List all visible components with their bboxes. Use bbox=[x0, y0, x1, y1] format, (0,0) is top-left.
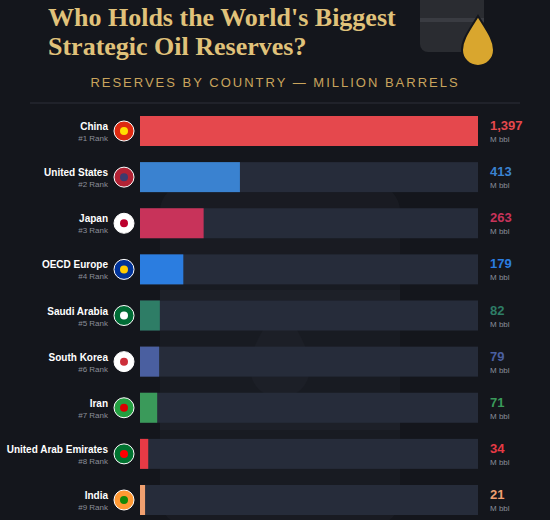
flag-circle bbox=[114, 213, 134, 233]
category-label: Iran bbox=[90, 398, 108, 409]
bar bbox=[140, 162, 240, 192]
rank-label: #9 Rank bbox=[78, 503, 109, 512]
flag-emblem bbox=[120, 265, 128, 273]
bar-track bbox=[140, 301, 478, 331]
category-label: China bbox=[80, 121, 108, 132]
flag bbox=[114, 352, 134, 372]
bar-track bbox=[140, 162, 478, 192]
flag bbox=[114, 490, 134, 510]
flag-circle bbox=[114, 398, 134, 418]
rank-label: #2 Rank bbox=[78, 180, 109, 189]
title-line: Who Holds the World's Biggest bbox=[48, 3, 396, 32]
title-line: Strategic Oil Reserves? bbox=[48, 32, 306, 61]
flag bbox=[114, 167, 134, 187]
bar-track bbox=[140, 254, 478, 284]
barrel-ring bbox=[160, 290, 400, 300]
flag-emblem bbox=[120, 173, 128, 181]
unit-label: M bbl bbox=[490, 227, 510, 236]
flag-emblem bbox=[120, 127, 128, 135]
category-label: OECD Europe bbox=[42, 259, 109, 270]
value-label: 34 bbox=[490, 441, 505, 456]
category-label: Japan bbox=[79, 213, 108, 224]
flag bbox=[114, 306, 134, 326]
flag-circle bbox=[114, 352, 134, 372]
flag-circle bbox=[114, 259, 134, 279]
category-label: India bbox=[85, 490, 109, 501]
unit-label: M bbl bbox=[490, 458, 510, 467]
unit-label: M bbl bbox=[490, 412, 510, 421]
bar bbox=[140, 301, 160, 331]
category-label: Saudi Arabia bbox=[47, 306, 108, 317]
rank-label: #8 Rank bbox=[78, 457, 109, 466]
flag-emblem bbox=[120, 450, 128, 458]
category-label: South Korea bbox=[49, 352, 109, 363]
value-label: 263 bbox=[490, 210, 512, 225]
value-label: 413 bbox=[490, 164, 512, 179]
flag-circle bbox=[114, 490, 134, 510]
subtitle: RESERVES BY COUNTRY — MILLION BARRELS bbox=[90, 75, 459, 90]
bar bbox=[140, 439, 148, 469]
rank-label: #6 Rank bbox=[78, 365, 109, 374]
flag-emblem bbox=[120, 219, 128, 227]
flag bbox=[114, 259, 134, 279]
category-label: United States bbox=[44, 167, 108, 178]
flag-emblem bbox=[120, 496, 128, 504]
flag-circle bbox=[114, 121, 134, 141]
rank-label: #4 Rank bbox=[78, 272, 109, 281]
unit-label: M bbl bbox=[490, 504, 510, 513]
rank-label: #1 Rank bbox=[78, 134, 109, 143]
flag bbox=[114, 121, 134, 141]
bar-track bbox=[140, 208, 478, 238]
bars bbox=[140, 116, 478, 515]
category-label: United Arab Emirates bbox=[7, 444, 109, 455]
separator bbox=[30, 103, 520, 104]
bar bbox=[140, 116, 478, 146]
unit-label: M bbl bbox=[490, 181, 510, 190]
icon-drop bbox=[462, 16, 494, 66]
value-label: 82 bbox=[490, 303, 504, 318]
bar-track bbox=[140, 439, 478, 469]
flag-emblem bbox=[120, 358, 128, 366]
flag-emblem bbox=[120, 404, 128, 412]
flag-circle bbox=[114, 306, 134, 326]
bar bbox=[140, 485, 145, 515]
bar bbox=[140, 254, 183, 284]
value-label: 179 bbox=[490, 256, 512, 271]
chart: Who Holds the World's BiggestStrategic O… bbox=[0, 0, 550, 520]
rank-label: #7 Rank bbox=[78, 411, 109, 420]
unit-label: M bbl bbox=[490, 320, 510, 329]
flag-circle bbox=[114, 444, 134, 464]
labels: China #1 Rank 1,397 M bbl United States #2 Ra… bbox=[7, 118, 523, 513]
bar bbox=[140, 208, 204, 238]
unit-label: M bbl bbox=[490, 135, 510, 144]
value-label: 79 bbox=[490, 349, 504, 364]
flag-circle bbox=[114, 167, 134, 187]
flag bbox=[114, 213, 134, 233]
bar-track bbox=[140, 485, 478, 515]
rank-label: #3 Rank bbox=[78, 226, 109, 235]
bar-track bbox=[140, 347, 478, 377]
flag-emblem bbox=[120, 312, 128, 320]
flag bbox=[114, 398, 134, 418]
bar bbox=[140, 393, 157, 423]
bar bbox=[140, 347, 159, 377]
background bbox=[0, 0, 550, 520]
barrel-icon bbox=[420, 0, 494, 66]
bar-track bbox=[140, 116, 478, 146]
title: Who Holds the World's BiggestStrategic O… bbox=[48, 3, 396, 61]
rank-label: #5 Rank bbox=[78, 319, 109, 328]
value-label: 1,397 bbox=[490, 118, 523, 133]
value-label: 71 bbox=[490, 395, 504, 410]
unit-label: M bbl bbox=[490, 273, 510, 282]
value-label: 21 bbox=[490, 487, 504, 502]
flag bbox=[114, 444, 134, 464]
unit-label: M bbl bbox=[490, 366, 510, 375]
bar-track bbox=[140, 393, 478, 423]
